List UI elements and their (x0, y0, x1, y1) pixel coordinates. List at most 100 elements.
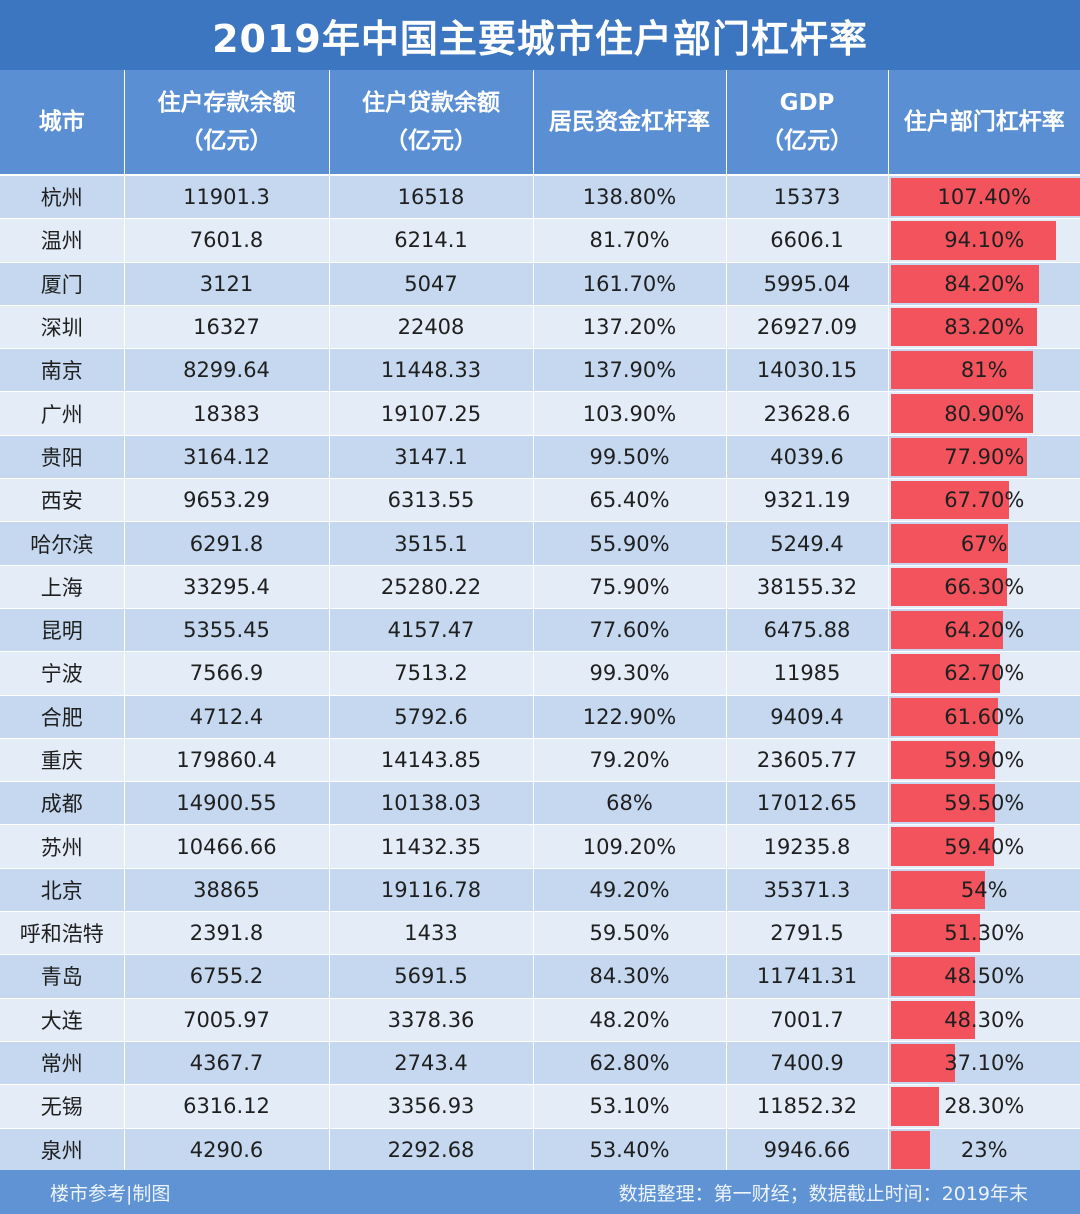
leverage-bar (890, 1000, 975, 1039)
table-row: 重庆 179860.4 14143.85 79.20% 23605.77 59.90% (0, 738, 1080, 783)
leverage-label: 94.10% (944, 228, 1025, 253)
leverage-bar (890, 1043, 955, 1083)
leverage-bar (890, 1130, 930, 1169)
deposit-cell: 4712.4 (124, 695, 330, 739)
leverage-bar (890, 221, 1057, 260)
fund-leverage-cell: 65.40% (533, 478, 727, 523)
leverage-cell: 94.10% (888, 218, 1080, 263)
leverage-cell: 67.70% (888, 478, 1080, 523)
city-cell: 深圳 (0, 305, 125, 350)
leverage-label: 80.90% (944, 401, 1025, 426)
table-row: 杭州 11901.3 16518 138.80% 15373 107.40% (0, 175, 1080, 220)
leverage-bar (890, 740, 996, 780)
city-cell: 杭州 (0, 175, 125, 220)
footer-source: 数据整理：第一财经；数据截止时间：2019年末 (618, 1183, 1028, 1205)
leverage-label: 62.70% (944, 661, 1025, 686)
fund-leverage-cell: 103.90% (533, 391, 727, 436)
city-cell: 重庆 (0, 738, 125, 783)
col-header-fund-leverage: 居民资金杠杆率 (533, 70, 727, 176)
leverage-label: 51.30% (944, 921, 1025, 946)
leverage-bar (890, 610, 1003, 650)
loan-cell: 25280.22 (329, 565, 534, 609)
city-cell: 广州 (0, 391, 125, 436)
city-cell: 青岛 (0, 954, 125, 999)
deposit-cell: 4290.6 (124, 1128, 330, 1172)
fund-leverage-cell: 137.20% (533, 305, 727, 350)
leverage-label: 54% (960, 877, 1008, 902)
city-cell: 北京 (0, 868, 125, 913)
loan-cell: 14143.85 (329, 738, 534, 783)
leverage-label: 67.70% (944, 488, 1025, 513)
city-cell: 大连 (0, 998, 125, 1042)
leverage-bar (890, 437, 1028, 477)
leverage-bar (890, 697, 999, 736)
header-unit: （亿元） (385, 128, 477, 154)
fund-leverage-cell: 55.90% (533, 521, 727, 566)
leverage-bar (890, 827, 995, 866)
gdp-cell: 9946.66 (726, 1128, 889, 1172)
leverage-label: 77.90% (944, 444, 1025, 469)
leverage-bar (890, 394, 1033, 433)
footer: 楼市参考|制图 数据整理：第一财经；数据截止时间：2019年末 (0, 1170, 1080, 1214)
deposit-cell: 33295.4 (124, 565, 330, 609)
deposit-cell: 14900.55 (124, 781, 330, 826)
leverage-cell: 54% (888, 868, 1080, 913)
table-row: 成都 14900.55 10138.03 68% 17012.65 59.50% (0, 781, 1080, 826)
table-row: 苏州 10466.66 11432.35 109.20% 19235.8 59.40% (0, 824, 1080, 869)
loan-cell: 5691.5 (329, 954, 534, 999)
deposit-cell: 38865 (124, 868, 330, 913)
col-header-leverage: 住户部门杠杆率 (888, 70, 1080, 176)
table-row: 南京 8299.64 11448.33 137.90% 14030.15 81% (0, 348, 1080, 393)
loan-cell: 6313.55 (329, 478, 534, 523)
leverage-label: 83.20% (944, 315, 1025, 340)
fund-leverage-cell: 59.50% (533, 911, 727, 956)
fund-leverage-cell: 62.80% (533, 1041, 727, 1086)
header-row: 城市 住户存款余额 （亿元） 住户贷款余额 （亿元） 居民资金杠杆率 GDP （亿元） 住户部门… (0, 70, 1080, 176)
leverage-cell: 83.20% (888, 305, 1080, 350)
leverage-cell: 59.50% (888, 781, 1080, 826)
gdp-cell: 9409.4 (726, 695, 889, 739)
leverage-label: 61.60% (944, 704, 1025, 729)
leverage-bar (890, 351, 1033, 390)
leverage-label: 28.30% (944, 1094, 1025, 1119)
leverage-cell: 51.30% (888, 911, 1080, 956)
fund-leverage-cell: 122.90% (533, 695, 727, 739)
deposit-cell: 9653.29 (124, 478, 330, 523)
city-cell: 合肥 (0, 695, 125, 739)
leverage-bar (890, 784, 995, 823)
leverage-label: 37.10% (944, 1051, 1025, 1076)
city-cell: 南京 (0, 348, 125, 393)
leverage-label: 66.30% (944, 574, 1025, 599)
leverage-label: 48.30% (944, 1007, 1025, 1032)
fund-leverage-cell: 161.70% (533, 262, 727, 306)
fund-leverage-cell: 84.30% (533, 954, 727, 999)
leverage-label: 107.40% (937, 185, 1031, 210)
leverage-label: 59.90% (944, 748, 1025, 772)
gdp-cell: 5995.04 (726, 262, 889, 306)
header-label: GDP (779, 90, 835, 116)
table-row: 合肥 4712.4 5792.6 122.90% 9409.4 61.60% (0, 695, 1080, 739)
city-cell: 上海 (0, 565, 125, 609)
loan-cell: 3147.1 (329, 435, 534, 480)
loan-cell: 1433 (329, 911, 534, 956)
leverage-label: 48.50% (944, 964, 1025, 989)
leverage-label: 23% (960, 1137, 1008, 1162)
deposit-cell: 10466.66 (124, 824, 330, 869)
table-row: 西安 9653.29 6313.55 65.40% 9321.19 67.70% (0, 478, 1080, 523)
deposit-cell: 6291.8 (124, 521, 330, 566)
table-row: 哈尔滨 6291.8 3515.1 55.90% 5249.4 67% (0, 521, 1080, 566)
fund-leverage-cell: 137.90% (533, 348, 727, 393)
data-table: 城市 住户存款余额 （亿元） 住户贷款余额 （亿元） 居民资金杠杆率 GDP （亿元） 住户部门… (0, 70, 1080, 1172)
leverage-cell: 80.90% (888, 391, 1080, 436)
loan-cell: 6214.1 (329, 218, 534, 263)
leverage-cell: 66.30% (888, 565, 1080, 609)
loan-cell: 3378.36 (329, 998, 534, 1042)
fund-leverage-cell: 48.20% (533, 998, 727, 1042)
leverage-bar (890, 654, 1001, 693)
leverage-cell: 37.10% (888, 1041, 1080, 1086)
header-label: 城市 (38, 109, 85, 135)
city-cell: 昆明 (0, 608, 125, 653)
table-row: 深圳 16327 22408 137.20% 26927.09 83.20% (0, 305, 1080, 350)
gdp-cell: 7400.9 (726, 1041, 889, 1086)
gdp-cell: 5249.4 (726, 521, 889, 566)
